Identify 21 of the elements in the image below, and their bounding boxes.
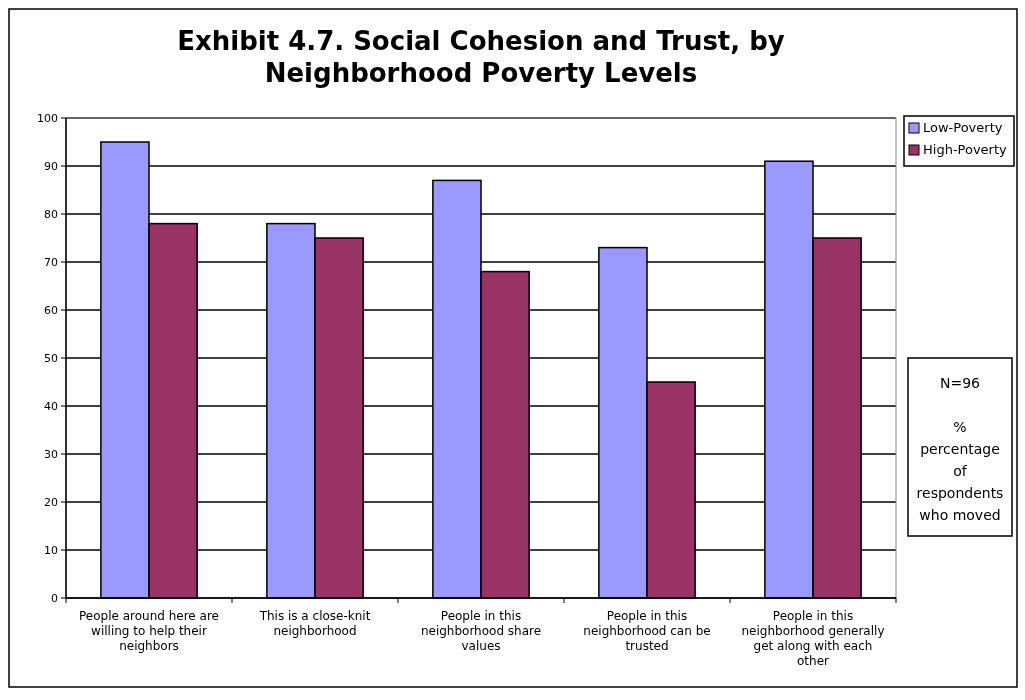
y-tick-label: 50 bbox=[44, 351, 58, 365]
y-tick-label: 80 bbox=[44, 207, 58, 221]
y-tick-label: 100 bbox=[37, 111, 58, 125]
y-tick-label: 0 bbox=[51, 591, 58, 605]
y-tick-label: 40 bbox=[44, 399, 58, 413]
x-tick-label: People in this neighborhood share values bbox=[420, 609, 542, 653]
y-tick-label: 10 bbox=[44, 543, 58, 557]
x-tick-label: People in this neighborhood can be trusted bbox=[583, 609, 711, 653]
y-tick-label: 60 bbox=[44, 303, 58, 317]
y-tick-label: 30 bbox=[44, 447, 58, 461]
text: N=96 bbox=[939, 375, 981, 391]
y-tick-label: 20 bbox=[44, 495, 58, 509]
y-tick-label: 90 bbox=[44, 159, 58, 173]
x-tick-label: People in this neighborhood generally get along with each other bbox=[741, 609, 885, 668]
x-tick-label: People around here are willing to help their neighbors bbox=[79, 609, 219, 653]
legend-label: High-Poverty bbox=[923, 142, 1008, 157]
x-tick-label: This is a close-knit neighborhood bbox=[258, 609, 371, 638]
text: % percentage of respondents who moved bbox=[916, 419, 1004, 523]
chart-title: Exhibit 4.7. Social Cohesion and Trust, by Neighborhood Poverty Levels bbox=[177, 26, 785, 88]
y-tick-label: 70 bbox=[44, 255, 58, 269]
legend-label: Low-Poverty bbox=[923, 120, 1003, 135]
